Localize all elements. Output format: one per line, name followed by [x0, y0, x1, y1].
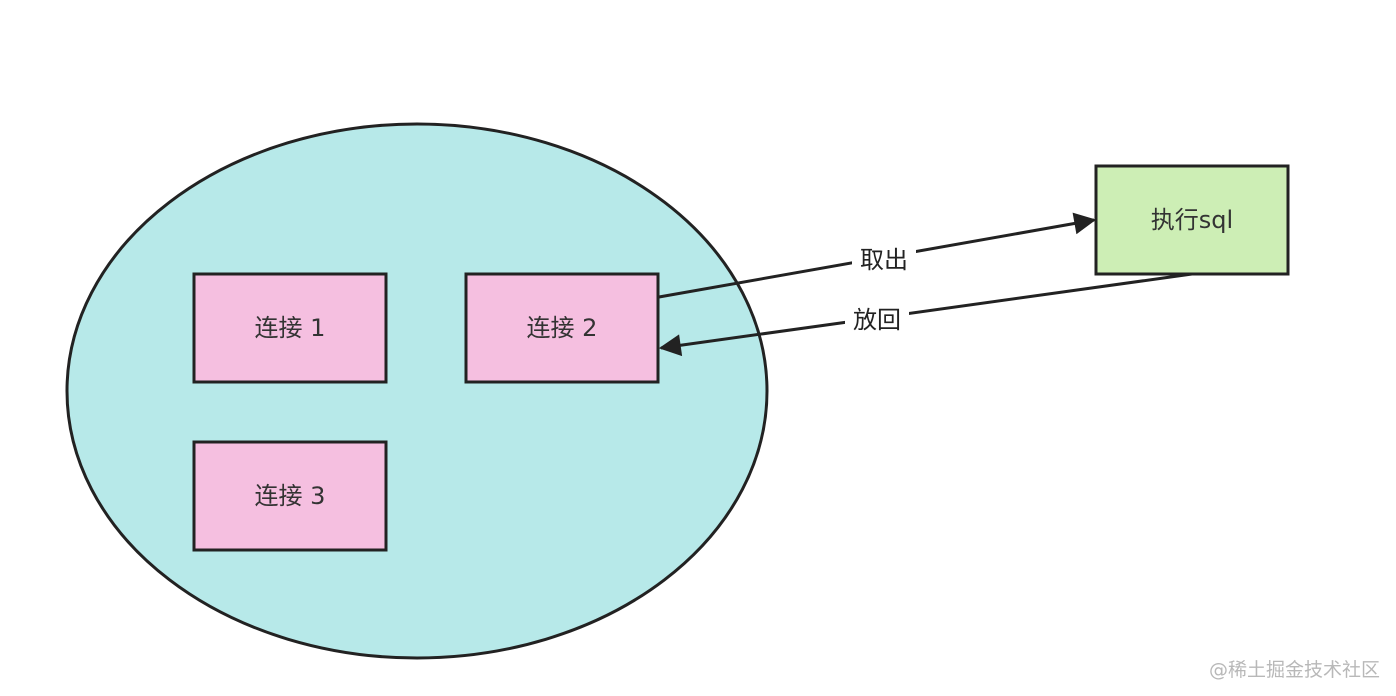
watermark-text: @稀土掘金技术社区: [1208, 659, 1380, 681]
take-out-label: 取出: [860, 246, 908, 274]
take-out-label-group: 取出: [852, 244, 916, 276]
connection-2-label: 连接 2: [527, 314, 598, 342]
connection-3-label: 连接 3: [255, 482, 326, 510]
put-back-arrow: [658, 272, 1193, 357]
connection-pool-ellipse: [65, 122, 769, 660]
put-back-label-group: 放回: [845, 304, 909, 336]
put-back-label: 放回: [853, 306, 901, 334]
connection-1-label: 连接 1: [255, 314, 326, 342]
connection-3-node: 连接 3: [192, 440, 388, 552]
connection-1-node: 连接 1: [192, 272, 388, 384]
execute-sql-label: 执行sql: [1151, 206, 1233, 234]
connection-2-node: 连接 2: [464, 272, 660, 384]
execute-sql-node: 执行sql: [1094, 164, 1290, 276]
